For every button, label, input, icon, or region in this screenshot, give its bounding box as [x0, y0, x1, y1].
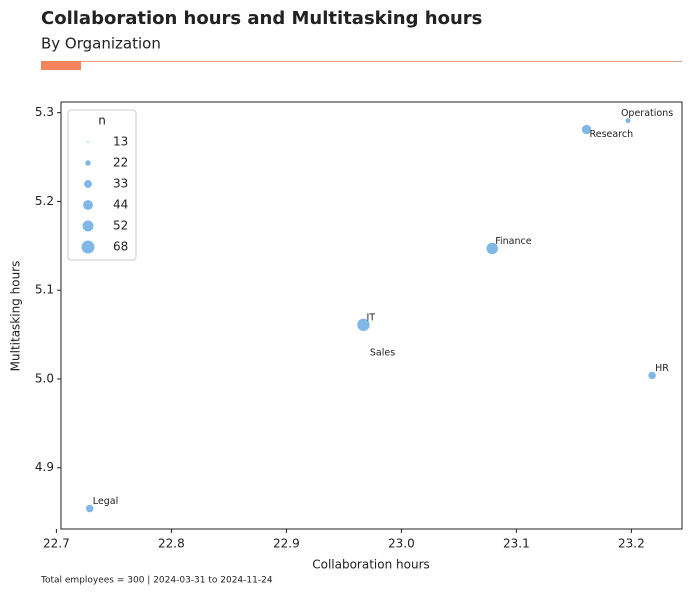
legend-marker	[82, 220, 94, 232]
x-tick-label: 22.8	[158, 537, 185, 551]
y-tick-label: 5.0	[35, 371, 54, 385]
point-label: Operations	[621, 108, 673, 119]
bubble	[365, 329, 368, 332]
x-axis-label: Collaboration hours	[312, 558, 430, 572]
bubble	[486, 242, 499, 255]
x-tick-label: 22.7	[43, 537, 70, 551]
bubble	[85, 504, 94, 513]
legend-marker	[83, 200, 93, 210]
bubble	[356, 318, 371, 332]
y-tick-label: 5.3	[35, 105, 54, 119]
point-label: HR	[655, 363, 669, 374]
legend-label: 13	[113, 135, 128, 149]
point-label: Finance	[495, 236, 531, 247]
chart-subtitle: By Organization	[41, 35, 161, 53]
x-tick-label: 22.9	[273, 537, 300, 551]
legend-label: 33	[113, 177, 128, 191]
point-label: Legal	[93, 496, 118, 507]
legend-marker	[87, 141, 89, 143]
footer-note: Total employees = 300 | 2024-03-31 to 20…	[40, 576, 273, 586]
legend-label: 44	[113, 198, 128, 212]
bubble	[647, 371, 657, 380]
point-label: Research	[590, 129, 634, 140]
legend-title: n	[98, 114, 106, 128]
legend-label: 22	[113, 156, 128, 170]
y-axis-label: Multitasking hours	[9, 261, 23, 372]
x-tick-label: 23.0	[388, 537, 415, 551]
y-tick-label: 5.1	[35, 283, 54, 297]
legend-marker	[85, 160, 91, 166]
plot-frame	[60, 101, 683, 530]
point-label: IT	[366, 312, 375, 323]
legend-label: 68	[113, 240, 128, 254]
accent-bar	[41, 61, 81, 70]
legend-marker	[84, 180, 92, 188]
bubble	[624, 117, 631, 124]
bubble	[581, 124, 592, 135]
point-label: Sales	[370, 348, 395, 359]
x-tick-label: 23.2	[618, 537, 645, 551]
x-tick-label: 23.1	[503, 537, 530, 551]
chart-title: Collaboration hours and Multitasking hou…	[41, 8, 482, 29]
y-tick-label: 4.9	[35, 460, 54, 474]
y-tick-label: 5.2	[35, 194, 54, 208]
legend-marker	[81, 240, 95, 254]
legend-label: 52	[113, 219, 128, 233]
